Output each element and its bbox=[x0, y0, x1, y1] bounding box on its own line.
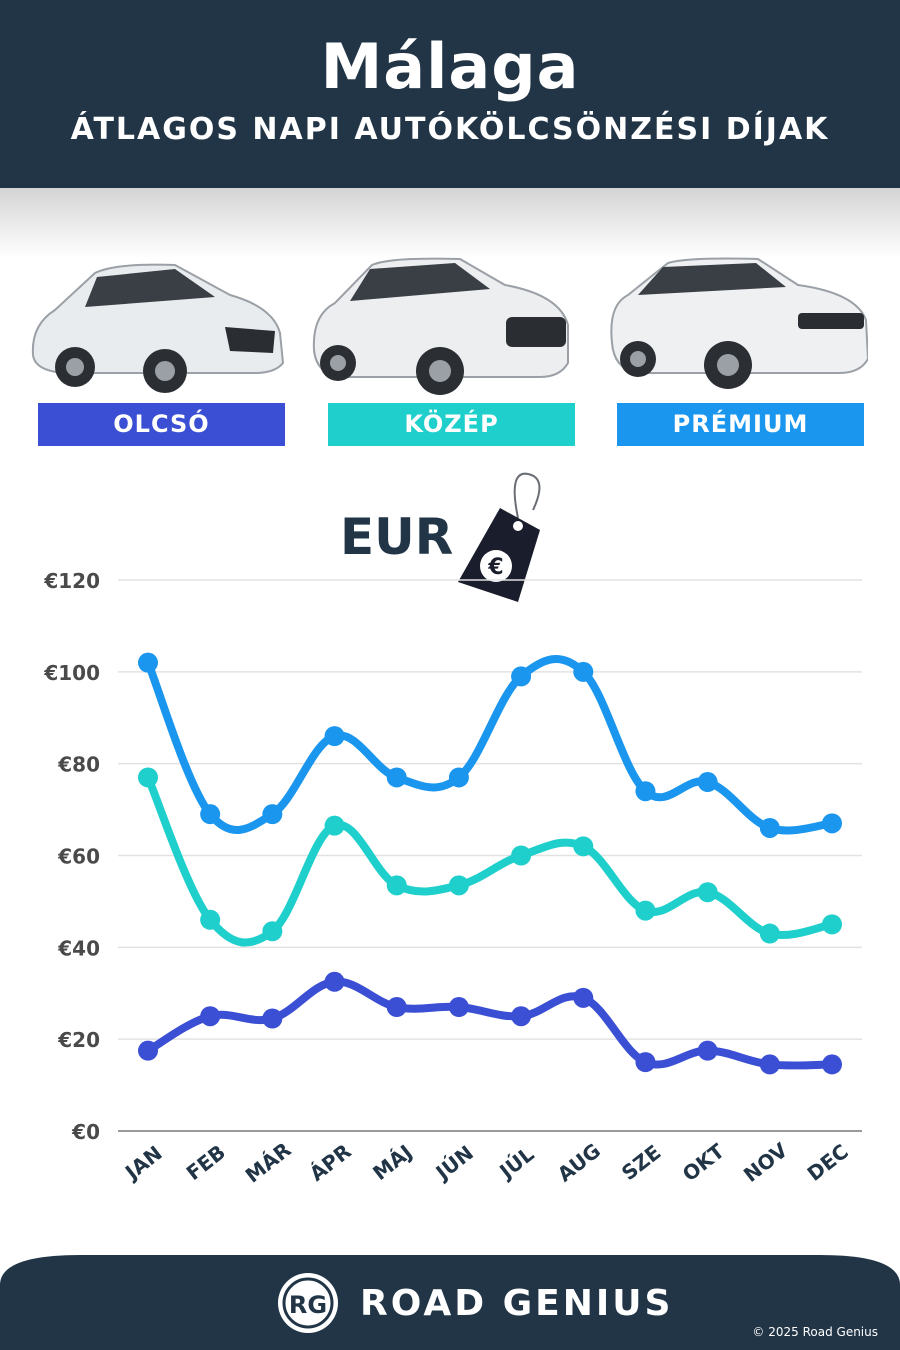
x-tick-label: MÁJ bbox=[368, 1140, 417, 1185]
badge-economy: OLCSÓ bbox=[38, 403, 285, 446]
euro-symbol: € bbox=[487, 555, 503, 580]
data-point bbox=[200, 804, 221, 825]
data-point bbox=[200, 1006, 221, 1027]
series-line-1 bbox=[144, 773, 836, 947]
data-point bbox=[573, 661, 594, 682]
midsize-car-image bbox=[312, 257, 569, 395]
data-point bbox=[511, 1006, 532, 1027]
data-point bbox=[262, 1008, 283, 1029]
y-tick-label: €100 bbox=[43, 661, 100, 685]
y-tick-label: €120 bbox=[43, 569, 100, 593]
currency-label: EUR bbox=[340, 508, 454, 566]
data-point bbox=[759, 1054, 780, 1075]
data-point bbox=[386, 767, 407, 788]
x-tick-label: DEC bbox=[803, 1139, 853, 1186]
data-point bbox=[324, 726, 345, 747]
data-point bbox=[138, 1040, 158, 1061]
data-point bbox=[324, 971, 345, 992]
brand-name: ROAD GENIUS bbox=[360, 1283, 674, 1324]
badge-premium: PRÉMIUM bbox=[617, 403, 864, 446]
data-point bbox=[697, 1040, 718, 1061]
x-tick-label: NOV bbox=[739, 1138, 793, 1187]
data-point bbox=[635, 1052, 656, 1073]
premium-car-image bbox=[610, 257, 868, 389]
data-point bbox=[573, 987, 594, 1008]
data-point bbox=[448, 875, 469, 896]
economy-car-image bbox=[31, 263, 285, 393]
x-tick-label: OKT bbox=[678, 1139, 729, 1187]
x-tick-label: JÚL bbox=[493, 1142, 538, 1185]
logo-initials: RG bbox=[289, 1291, 327, 1319]
data-point bbox=[324, 815, 345, 836]
header-shadow bbox=[0, 188, 900, 258]
data-point bbox=[759, 817, 780, 838]
data-point bbox=[697, 882, 718, 903]
badge-midsize: KÖZÉP bbox=[328, 403, 575, 446]
data-point bbox=[262, 921, 283, 942]
y-tick-label: €40 bbox=[57, 936, 100, 960]
data-point bbox=[511, 666, 532, 687]
page-subtitle: ÁTLAGOS NAPI AUTÓKÖLCSÖNZÉSI DÍJAK bbox=[70, 112, 830, 147]
x-tick-label: AUG bbox=[553, 1138, 605, 1186]
y-tick-label: €0 bbox=[71, 1120, 100, 1144]
data-point bbox=[386, 875, 407, 896]
y-tick-label: €20 bbox=[57, 1028, 100, 1052]
x-tick-label: JÚN bbox=[430, 1141, 478, 1186]
x-tick-label: SZE bbox=[617, 1140, 665, 1185]
data-point bbox=[448, 997, 469, 1018]
series-line-0 bbox=[144, 655, 836, 835]
x-tick-label: FEB bbox=[182, 1140, 230, 1185]
page-title: Málaga bbox=[320, 30, 580, 103]
data-point bbox=[635, 900, 656, 921]
data-point bbox=[697, 772, 718, 793]
footer: RG bbox=[0, 1255, 900, 1350]
header: Málaga ÁTLAGOS NAPI AUTÓKÖLCSÖNZÉSI DÍJA… bbox=[0, 0, 900, 188]
data-point bbox=[822, 914, 842, 935]
data-point bbox=[635, 781, 656, 802]
data-point bbox=[759, 923, 780, 944]
line-chart: €0 €20 €40 €60 €80 €100 €120 JAN FEB MÁR ÁPR MÁJ JÚ… bbox=[43, 569, 862, 1188]
data-point bbox=[448, 767, 469, 788]
data-point bbox=[138, 652, 158, 673]
data-point bbox=[138, 767, 158, 788]
y-tick-label: €60 bbox=[57, 845, 100, 869]
copyright: © 2025 Road Genius bbox=[752, 1325, 878, 1339]
data-point bbox=[262, 804, 283, 825]
data-point bbox=[573, 836, 594, 857]
x-tick-label: ÁPR bbox=[305, 1139, 356, 1186]
y-tick-label: €80 bbox=[57, 753, 100, 777]
data-point bbox=[200, 909, 221, 930]
data-point bbox=[822, 813, 842, 834]
data-point bbox=[386, 997, 407, 1018]
data-point bbox=[511, 845, 532, 866]
series-line-2 bbox=[144, 977, 836, 1070]
data-point bbox=[822, 1054, 842, 1075]
price-tag-icon: € bbox=[458, 472, 541, 602]
x-tick-label: MÁR bbox=[241, 1137, 296, 1187]
x-tick-label: JAN bbox=[119, 1141, 167, 1186]
